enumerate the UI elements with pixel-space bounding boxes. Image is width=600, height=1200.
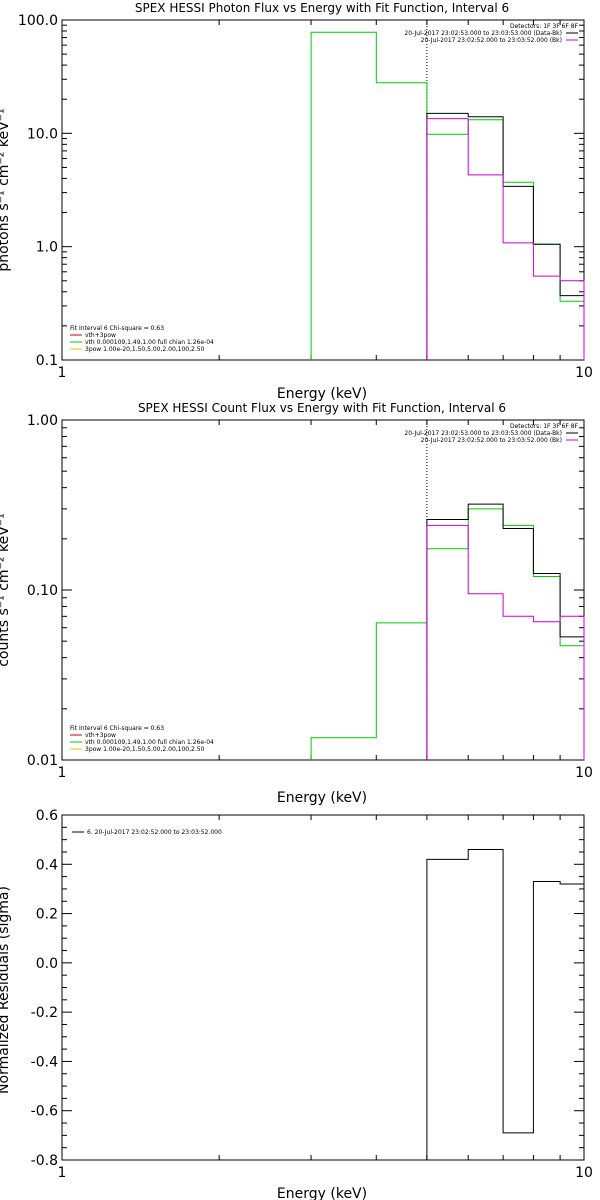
series-0-line	[426, 849, 585, 1160]
legend-entry: Detectors: 1F 3F 6F 8F	[510, 23, 579, 30]
y-tick-label: 0.6	[36, 808, 58, 824]
series-1-line	[426, 503, 585, 760]
y-tick-label: 0.2	[36, 907, 58, 923]
x-axis-label: Energy (keV)	[277, 386, 367, 402]
plot-frame	[61, 419, 585, 761]
chart-title: SPEX HESSI Count Flux vs Energy with Fit…	[138, 401, 506, 415]
y-tick-label: 1.0	[36, 240, 58, 256]
count-flux-panel: SPEX HESSI Count Flux vs Energy with Fit…	[0, 401, 593, 806]
y-tick-label: -0.4	[31, 1054, 58, 1070]
series-2-line	[426, 118, 585, 360]
x-tick-label: 1	[58, 1165, 67, 1181]
series-1-line	[426, 112, 585, 360]
x-axis-label: Energy (keV)	[277, 790, 367, 806]
x-tick-label: 1	[58, 365, 67, 381]
legend-entry: 20-Jul-2017 23:02:52.000 to 23:03:52.000…	[421, 37, 562, 44]
legend-entry: Detectors: 1F 3F 6F 8F	[510, 423, 579, 430]
y-tick-label: -0.2	[31, 1005, 58, 1021]
y-tick-label: 100.0	[18, 13, 58, 29]
y-tick-label: 1.00	[27, 413, 58, 429]
y-axis-label: Normalized Residuals (sigma)	[0, 886, 12, 1094]
legend-entry: Fit Interval 6 Chi-square = 0.63	[70, 325, 164, 332]
legend-entry: vth+3pow	[85, 732, 116, 739]
plot-frame	[61, 814, 585, 1161]
x-tick-label: 10	[575, 765, 593, 781]
legend-entry: 3pow 1.00e-20,1.50,5.00,2.00,100,2.50	[85, 346, 205, 353]
y-tick-label: 0.0	[36, 956, 58, 972]
plot-frame	[61, 19, 585, 361]
legend-entry: vth+3pow	[85, 332, 116, 339]
legend-entry: 20-Jul-2017 23:02:53.000 to 23:03:53.000…	[404, 30, 562, 37]
y-tick-label: 0.1	[36, 353, 58, 369]
x-tick-label: 10	[575, 1165, 593, 1181]
series-2-line	[426, 524, 585, 760]
legend-entry: 20-Jul-2017 23:02:53.000 to 23:03:53.000…	[404, 430, 562, 437]
residuals-panel: Energy (keV) Normalized Residuals (sigma…	[0, 808, 593, 1200]
chart-title: SPEX HESSI Photon Flux vs Energy with Fi…	[135, 1, 509, 15]
legend-entry: Fit Interval 6 Chi-square = 0.63	[70, 725, 164, 732]
legend-entry: 6. 20-Jul-2017 23:02:52.000 to 23:03:52.…	[87, 829, 222, 836]
y-axis-label: photons s⁻¹ cm⁻² keV⁻¹	[0, 108, 12, 271]
y-tick-label: 0.01	[27, 753, 58, 769]
x-axis-label: Energy (keV)	[277, 1186, 367, 1200]
y-tick-label: 0.10	[27, 583, 58, 599]
legend-entry: 3pow 1.00e-20,1.50,5.00,2.00,100,2.50	[85, 746, 205, 753]
x-tick-label: 1	[58, 765, 67, 781]
y-axis-label: counts s⁻¹ cm⁻² keV⁻¹	[0, 513, 12, 667]
photon-flux-panel: SPEX HESSI Photon Flux vs Energy with Fi…	[0, 1, 593, 402]
y-tick-label: -0.6	[31, 1104, 58, 1120]
legend-entry: vth 0.000109,1.49,1.00 full chian 1.26e-…	[85, 739, 214, 746]
legend-entry: vth 0.000109,1.49,1.00 full chian 1.26e-…	[85, 339, 214, 346]
series-0-line	[310, 508, 585, 760]
y-tick-label: 0.4	[36, 857, 58, 873]
y-tick-label: 10.0	[27, 126, 58, 142]
x-tick-label: 10	[575, 365, 593, 381]
legend-entry: 20-Jul-2017 23:02:52.000 to 23:03:52.000…	[421, 437, 562, 444]
series-0-line	[310, 31, 585, 360]
y-tick-label: -0.8	[31, 1153, 58, 1169]
